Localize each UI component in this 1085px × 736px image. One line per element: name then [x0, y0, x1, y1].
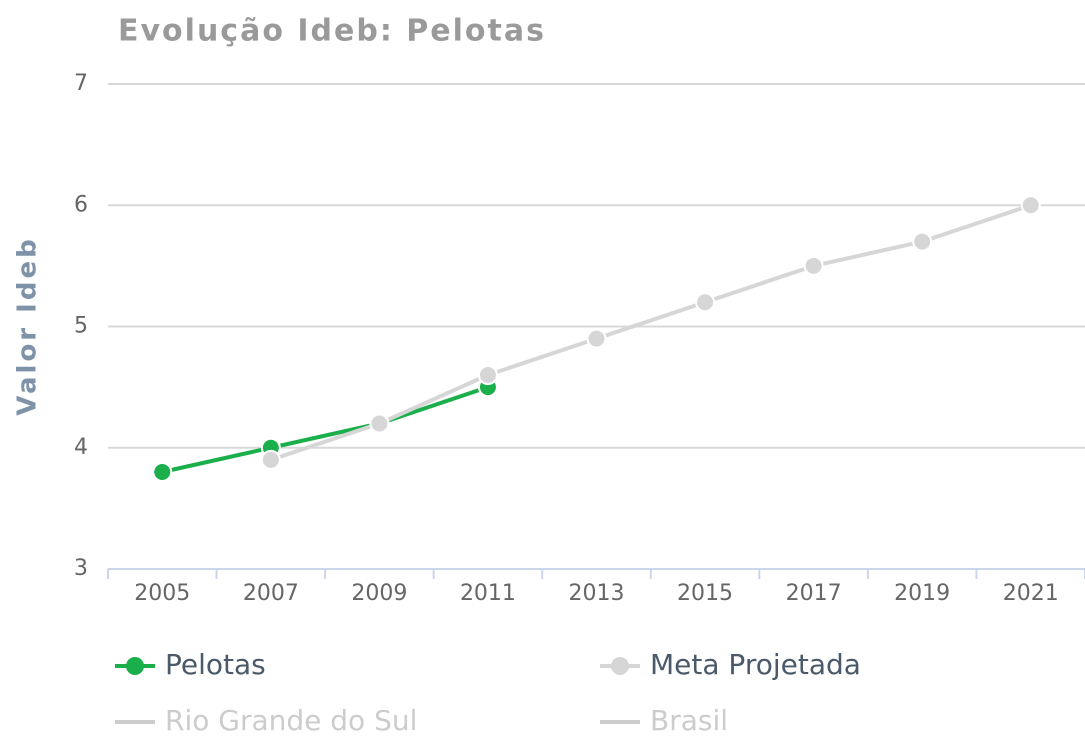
point: [152, 462, 173, 482]
x-tick-label: 2017: [786, 581, 842, 606]
y-tick-label: 5: [74, 314, 88, 339]
x-tick-label: 2011: [460, 581, 516, 606]
legend-symbol: [126, 657, 144, 675]
point: [477, 365, 498, 385]
legend-label[interactable]: Pelotas: [165, 648, 266, 681]
x-tick-label: 2009: [351, 581, 407, 606]
y-tick-label: 4: [74, 435, 88, 460]
point: [369, 413, 390, 434]
x-tick-label: 2005: [134, 581, 190, 606]
point: [912, 231, 933, 252]
legend-symbol: [611, 657, 629, 675]
chart-title: Evolução Ideb: Pelotas: [118, 14, 546, 49]
legend-label[interactable]: Rio Grande do Sul: [165, 704, 417, 736]
legend-label[interactable]: Brasil: [650, 704, 728, 736]
point: [695, 292, 716, 313]
point: [1020, 195, 1041, 216]
series-line: [270, 203, 1032, 462]
x-tick-label: 2015: [677, 581, 733, 606]
legend-label[interactable]: Meta Projetada: [650, 648, 861, 681]
x-tick-label: 2013: [569, 581, 625, 606]
y-axis-title: Valor Ideb: [13, 236, 43, 415]
y-tick-label: 7: [74, 71, 88, 96]
point: [260, 449, 281, 470]
y-tick-label: 6: [74, 192, 88, 217]
x-tick-label: 2021: [1003, 581, 1059, 606]
series-line: [161, 385, 489, 474]
y-tick-label: 3: [74, 556, 88, 581]
point: [586, 328, 607, 349]
x-tick-label: 2007: [243, 581, 299, 606]
x-tick-label: 2019: [894, 581, 950, 606]
point: [803, 255, 824, 276]
